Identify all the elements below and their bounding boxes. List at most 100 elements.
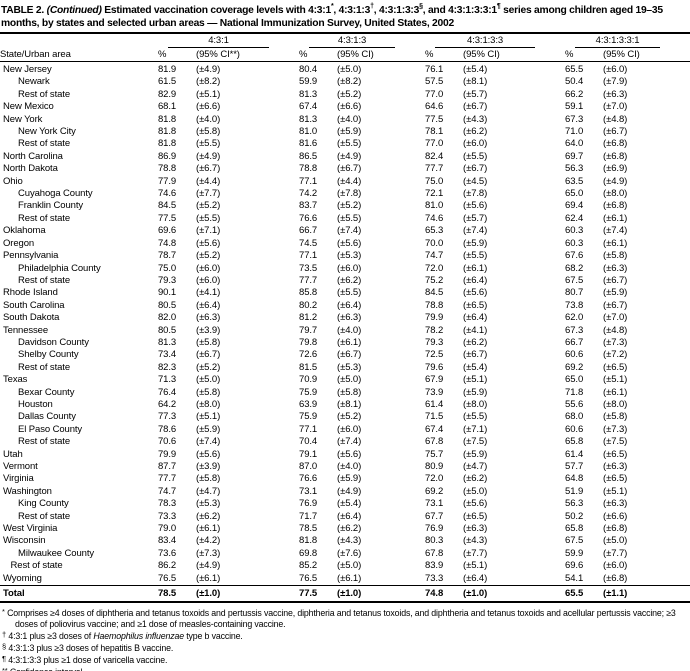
- column-group-43133: 4:3:1:3:3: [425, 33, 565, 48]
- ci-value: (±5.8): [603, 411, 628, 423]
- state-urban-area-name: New Mexico: [3, 101, 54, 113]
- state-urban-area-name: Cuyahoga County: [18, 188, 93, 200]
- ci-value: (±5.1): [463, 560, 488, 572]
- percent-value: 50.4: [565, 76, 584, 88]
- ci-value: (±5.0): [196, 374, 221, 386]
- table-row: Rhode Island 90.1 (±4.1) 85.8 (±5.5) 84.5 (±5.…: [0, 287, 690, 299]
- ci-value: (±5.6): [196, 448, 221, 460]
- ci-value: (±6.0): [196, 262, 221, 274]
- footnote: † 4:3:1 plus ≥3 doses of Haemophilus inf…: [2, 630, 688, 642]
- table-row: New York 81.8 (±4.0) 81.3 (±4.0) 77.5 (±4.3) 67…: [0, 114, 690, 126]
- percent-value: 80.2: [299, 299, 318, 311]
- ci-value: (±6.2): [463, 336, 488, 348]
- percent-value: 77.5: [299, 585, 338, 604]
- ci-value: (±6.1): [463, 262, 488, 274]
- ci-value: (±4.7): [196, 485, 221, 497]
- ci-value: (±4.9): [337, 485, 362, 497]
- percent-value: 73.1: [299, 485, 318, 497]
- ci-value: (±6.0): [463, 138, 488, 150]
- percent-value: 76.5: [158, 572, 177, 584]
- ci-value: (±6.7): [463, 163, 488, 175]
- percent-value: 72.0: [425, 262, 444, 274]
- percent-value: 69.6: [158, 225, 177, 237]
- table-title: TABLE 2. (Continued) Estimated vaccinati…: [0, 3, 690, 32]
- percent-value: 78.8: [425, 299, 444, 311]
- ci-value: (±7.4): [337, 436, 362, 448]
- ci-value: (±5.8): [337, 386, 362, 398]
- footnote-text: Comprises ≥4 doses of diphtheria and tet…: [7, 608, 676, 629]
- ci-value: (±6.4): [463, 312, 488, 324]
- ci-value: (±6.4): [463, 572, 488, 584]
- ci-value: (±5.3): [196, 498, 221, 510]
- ci-value: (±4.4): [196, 175, 221, 187]
- ci-value: (±4.3): [463, 113, 488, 125]
- percent-value: 61.4: [565, 448, 584, 460]
- ci-value: (±4.0): [337, 113, 362, 125]
- percent-value: 60.6: [565, 349, 584, 361]
- ci-value: (±6.6): [337, 101, 362, 113]
- ci-value: (±6.3): [603, 262, 628, 274]
- ci-value: (±5.8): [196, 473, 221, 485]
- state-urban-area-name: South Dakota: [3, 312, 60, 324]
- table-row: Washington 74.7 (±4.7) 73.1 (±4.9) 69.2 (±5.0)…: [0, 486, 690, 498]
- state-urban-area-name: Washington: [3, 485, 52, 497]
- state-urban-area-name: Milwaukee County: [18, 547, 95, 559]
- ci-value: (±5.2): [337, 200, 362, 212]
- ci-value: (±4.4): [337, 175, 362, 187]
- table-row: Rest of state 77.5 (±5.5) 76.6 (±5.5) 74.6 (±5…: [0, 213, 690, 225]
- percent-value: 81.6: [299, 138, 318, 150]
- ci-value: (±6.4): [337, 299, 362, 311]
- ci-value: (±6.2): [337, 523, 362, 535]
- column-group-label: 4:3:1:3:3: [435, 35, 536, 48]
- percent-value: 75.2: [425, 274, 444, 286]
- footnote-text: Confidence interval.: [10, 667, 85, 671]
- ci-value: (±4.1): [196, 287, 221, 299]
- percent-value: 82.0: [158, 312, 177, 324]
- title-text-5: series among children aged 19–35 months,…: [1, 5, 663, 29]
- ci-value: (±7.3): [603, 336, 628, 348]
- ci-value: (±6.7): [463, 349, 488, 361]
- table-row: South Dakota 82.0 (±6.3) 81.2 (±6.3) 79.9 (±6.…: [0, 312, 690, 324]
- state-urban-area-name: Oregon: [3, 237, 35, 249]
- footnote-marker: †: [2, 629, 7, 639]
- continued-label: (Continued): [46, 5, 102, 16]
- ci-value: (±5.8): [196, 126, 221, 138]
- ci-value: (±5.5): [463, 250, 488, 262]
- ci-column-header: (95% CI**): [196, 48, 300, 62]
- table-row: Rest of state 70.6 (±7.4) 70.4 (±7.4) 67.8 (±7…: [0, 436, 690, 448]
- state-urban-area-name: Newark: [18, 76, 50, 88]
- table-row: Oklahoma 69.6 (±7.1) 66.7 (±7.4) 65.3 (±7.4) 60…: [0, 225, 690, 237]
- footnote-ref-section: §: [419, 2, 423, 10]
- percent-value: 69.2: [565, 361, 584, 373]
- state-urban-area-name: New Jersey: [3, 64, 52, 75]
- state-urban-area-name: Rest of state: [18, 212, 71, 224]
- ci-value: (±8.1): [337, 398, 362, 410]
- percent-value: 59.1: [565, 101, 584, 113]
- percent-value: 77.1: [299, 250, 318, 262]
- ci-value: (±5.5): [337, 212, 362, 224]
- percent-value: 67.3: [565, 324, 584, 336]
- percent-value: 57.5: [425, 76, 444, 88]
- percent-value: 67.8: [425, 547, 444, 559]
- ci-value: (±5.2): [196, 361, 221, 373]
- ci-value: (±5.6): [337, 237, 362, 249]
- percent-value: 73.5: [299, 262, 318, 274]
- percent-value: 63.9: [299, 398, 318, 410]
- percent-value: 78.8: [158, 163, 177, 175]
- percent-value: 74.7: [425, 250, 444, 262]
- ci-value: (±6.2): [463, 126, 488, 138]
- ci-value: (±5.5): [463, 150, 488, 162]
- table-row: Virginia 77.7 (±5.8) 76.6 (±5.9) 72.0 (±6.2) 64…: [0, 473, 690, 485]
- percent-value: 70.6: [158, 436, 177, 448]
- ci-value: (±7.4): [463, 225, 488, 237]
- ci-value: (±7.0): [603, 101, 628, 113]
- percent-value: 80.4: [299, 64, 318, 75]
- ci-value: (±5.4): [463, 64, 488, 75]
- percent-value: 74.7: [158, 485, 177, 497]
- percent-value: 79.3: [425, 336, 444, 348]
- state-urban-area-name: Rhode Island: [3, 287, 58, 299]
- percent-value: 76.4: [158, 386, 177, 398]
- percent-value: 83.4: [158, 535, 177, 547]
- ci-value: (±7.8): [463, 188, 488, 200]
